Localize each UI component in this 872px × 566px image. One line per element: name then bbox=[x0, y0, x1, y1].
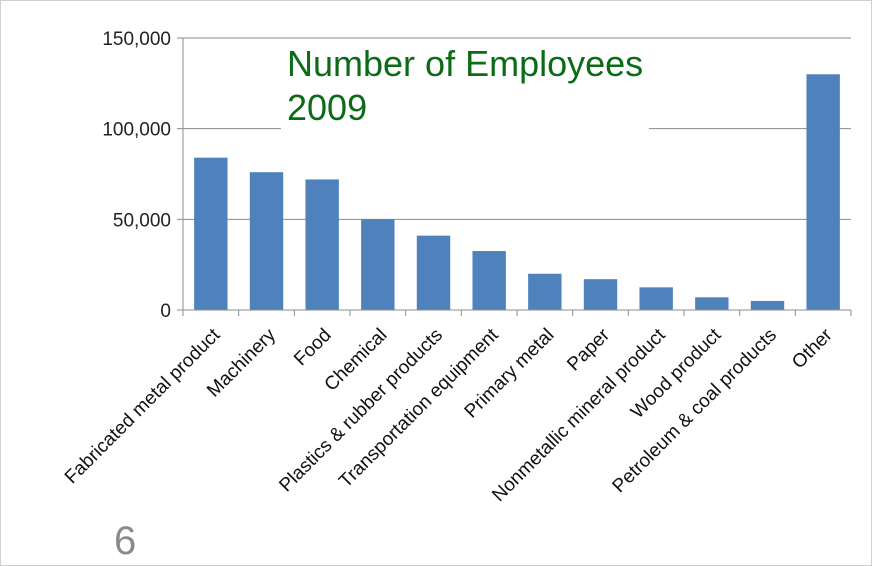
category-label: Paper bbox=[563, 324, 614, 375]
chart-title-line-1: Number of Employees bbox=[287, 43, 644, 84]
bar bbox=[583, 279, 618, 310]
category-label: Food bbox=[290, 325, 335, 370]
bar bbox=[528, 273, 562, 310]
bar bbox=[249, 172, 284, 310]
bar bbox=[695, 297, 729, 310]
chart-title: Number of Employees 2009 bbox=[281, 42, 650, 130]
y-tick-label: 0 bbox=[160, 301, 171, 322]
bar bbox=[194, 157, 228, 310]
axes bbox=[177, 37, 852, 316]
bar bbox=[750, 300, 785, 310]
y-tick-label: 100,000 bbox=[102, 120, 171, 141]
category-label: Fabricated metal product bbox=[61, 324, 225, 488]
bar bbox=[806, 74, 840, 311]
bars bbox=[194, 74, 840, 311]
bar bbox=[639, 287, 673, 310]
y-tick-label: 150,000 bbox=[102, 29, 171, 50]
bar bbox=[305, 179, 339, 310]
y-tick-label: 50,000 bbox=[113, 210, 171, 231]
chart-title-line-2: 2009 bbox=[287, 87, 368, 128]
category-label: Other bbox=[788, 324, 837, 373]
bar bbox=[472, 251, 506, 310]
bar bbox=[361, 219, 395, 310]
slide-number: 6 bbox=[114, 519, 137, 563]
bar bbox=[416, 235, 451, 310]
